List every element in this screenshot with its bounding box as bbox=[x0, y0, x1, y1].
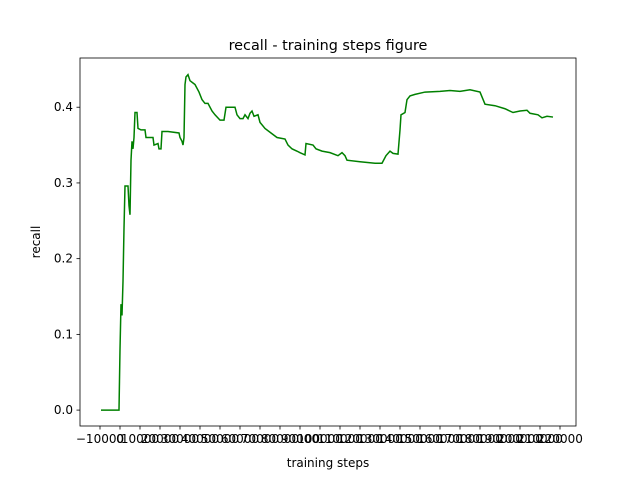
x-tick-label: 20000 bbox=[141, 432, 179, 446]
x-tick-label: 170000 bbox=[437, 432, 483, 446]
x-tick-label: −10000 bbox=[76, 432, 124, 446]
x-tick-label: 40000 bbox=[181, 432, 219, 446]
y-tick-label: 0.2 bbox=[54, 252, 73, 266]
x-tick-label: 120000 bbox=[337, 432, 383, 446]
data-line bbox=[101, 73, 554, 411]
y-axis-label: recall bbox=[29, 226, 43, 259]
x-tick-label: 80000 bbox=[261, 432, 299, 446]
x-tick-label: 100000 bbox=[297, 432, 343, 446]
x-tick-label: 180000 bbox=[457, 432, 503, 446]
plot-frame bbox=[79, 57, 577, 427]
x-tick-label: 200000 bbox=[497, 432, 543, 446]
x-tick-label: 140000 bbox=[377, 432, 423, 446]
x-tick-label: 50000 bbox=[201, 432, 239, 446]
x-tick-label: 220000 bbox=[537, 432, 583, 446]
chart-title: recall - training steps figure bbox=[229, 38, 428, 54]
y-tick-label: 0.4 bbox=[54, 100, 73, 114]
y-tick-label: 0.1 bbox=[54, 327, 73, 341]
x-tick-label: 70000 bbox=[241, 432, 279, 446]
x-tick-label: 150000 bbox=[397, 432, 443, 446]
x-tick-label: 10000 bbox=[121, 432, 159, 446]
y-tick-label: 0.3 bbox=[54, 176, 73, 190]
x-axis-label: training steps bbox=[287, 456, 370, 470]
x-tick-label: 60000 bbox=[221, 432, 259, 446]
x-tick-label: 110000 bbox=[317, 432, 363, 446]
x-tick-label: 30000 bbox=[161, 432, 199, 446]
y-tick-label: 0.0 bbox=[54, 403, 73, 417]
x-tick-label: 90000 bbox=[281, 432, 319, 446]
x-tick-label: 160000 bbox=[417, 432, 463, 446]
x-tick-label: 190000 bbox=[477, 432, 523, 446]
x-tick-label: 0 bbox=[116, 432, 124, 446]
x-tick-label: 210000 bbox=[517, 432, 563, 446]
x-tick-label: 130000 bbox=[357, 432, 403, 446]
